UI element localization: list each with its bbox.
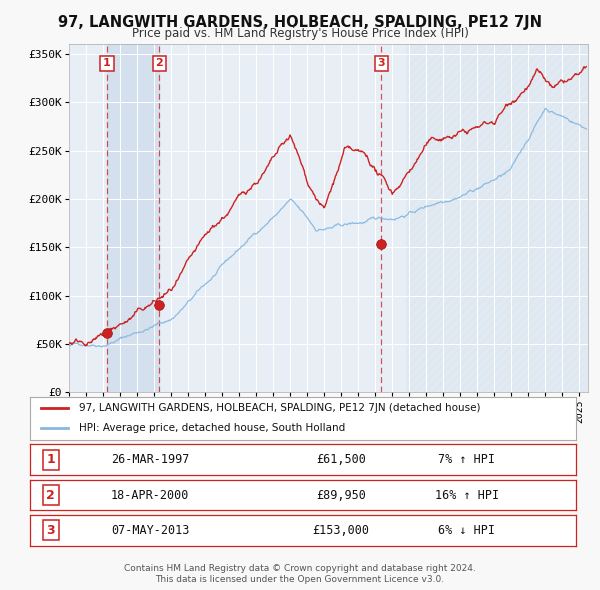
- Text: 3: 3: [377, 58, 385, 68]
- Text: Contains HM Land Registry data © Crown copyright and database right 2024.: Contains HM Land Registry data © Crown c…: [124, 565, 476, 573]
- Text: 6% ↓ HPI: 6% ↓ HPI: [438, 524, 496, 537]
- Text: 3: 3: [46, 524, 55, 537]
- Text: 97, LANGWITH GARDENS, HOLBEACH, SPALDING, PE12 7JN: 97, LANGWITH GARDENS, HOLBEACH, SPALDING…: [58, 15, 542, 30]
- Text: 97, LANGWITH GARDENS, HOLBEACH, SPALDING, PE12 7JN (detached house): 97, LANGWITH GARDENS, HOLBEACH, SPALDING…: [79, 403, 481, 412]
- Text: 18-APR-2000: 18-APR-2000: [111, 489, 190, 502]
- Text: 1: 1: [103, 58, 111, 68]
- Text: 16% ↑ HPI: 16% ↑ HPI: [435, 489, 499, 502]
- Text: This data is licensed under the Open Government Licence v3.0.: This data is licensed under the Open Gov…: [155, 575, 445, 584]
- Bar: [107, 44, 159, 392]
- Bar: [406, 44, 588, 392]
- Text: 2: 2: [155, 58, 163, 68]
- Text: £61,500: £61,500: [316, 453, 366, 466]
- Text: 1: 1: [46, 453, 55, 466]
- Text: £153,000: £153,000: [313, 524, 370, 537]
- Text: 26-MAR-1997: 26-MAR-1997: [111, 453, 190, 466]
- Text: 7% ↑ HPI: 7% ↑ HPI: [438, 453, 496, 466]
- Text: 2: 2: [46, 489, 55, 502]
- Text: HPI: Average price, detached house, South Holland: HPI: Average price, detached house, Sout…: [79, 422, 346, 432]
- Text: Price paid vs. HM Land Registry's House Price Index (HPI): Price paid vs. HM Land Registry's House …: [131, 27, 469, 40]
- Text: 07-MAY-2013: 07-MAY-2013: [111, 524, 190, 537]
- Text: £89,950: £89,950: [316, 489, 366, 502]
